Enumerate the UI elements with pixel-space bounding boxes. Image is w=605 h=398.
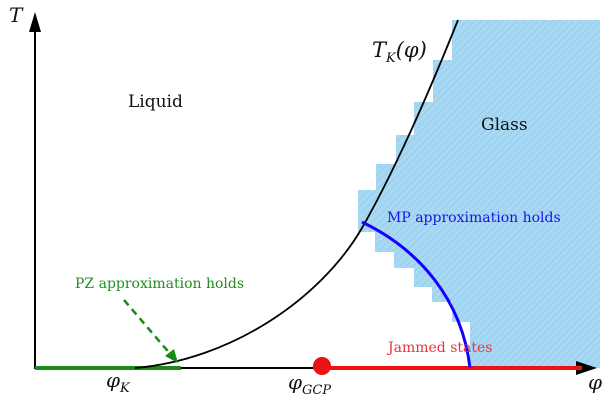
tk-curve [134,19,459,369]
phi-gcp-main: φ [288,370,303,394]
pz-annotation: PZ approximation holds [75,276,245,292]
tk-arg: (φ) [395,38,427,62]
glass-region [358,20,600,368]
y-axis-label: T [9,3,23,27]
phi-k-label: φK [106,368,130,396]
tk-curve-label: TK(φ) [372,38,427,66]
gcp-point [313,357,331,375]
y-axis-arrowhead [29,12,41,32]
pz-arrowhead [165,349,178,363]
phi-gcp-label: φGCP [288,370,331,398]
x-axis-arrowhead [576,361,597,375]
phi-gcp-sub: GCP [302,383,332,398]
liquid-label: Liquid [128,92,183,112]
jammed-annotation: Jammed states [388,340,493,356]
glass-label: Glass [481,115,528,135]
phi-k-sub: K [120,381,130,396]
tk-sub: K [386,51,396,67]
pz-arrow [123,299,173,357]
mp-curve [361,220,472,369]
mp-annotation: MP approximation holds [387,210,561,226]
tk-main: T [372,38,387,62]
phi-k-main: φ [106,368,121,392]
x-axis-label: φ [588,370,603,394]
